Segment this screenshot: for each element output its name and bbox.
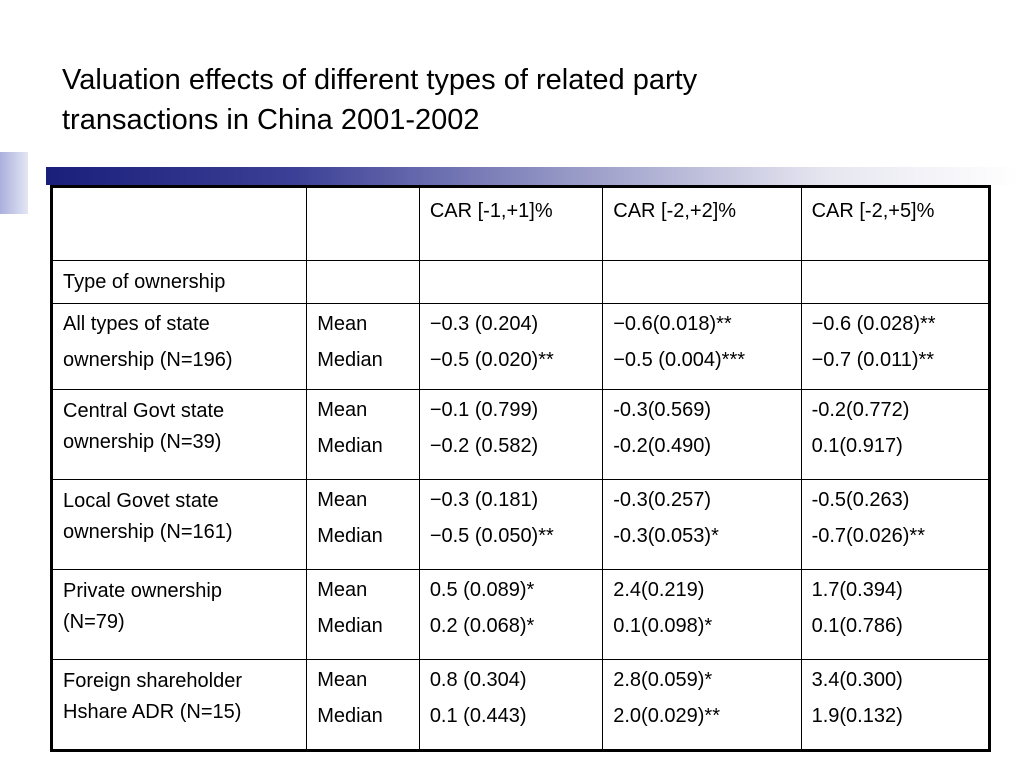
statistic-label: Mean Median <box>306 479 420 570</box>
car-2-5-cell-line: −0.6 (0.028)** <box>811 313 936 335</box>
statistic-label-line: Mean <box>317 489 368 511</box>
decorative-accent-block <box>0 152 28 214</box>
table-row: Private ownership (N=79) Mean Median 0.5 (0.… <box>50 569 991 660</box>
table-row: All types of state ownership (N=196) Mean M… <box>50 303 991 390</box>
ownership-label-line: Foreign shareholder <box>63 670 242 692</box>
car-2-2-cell-line: 2.4(0.219) <box>613 579 705 601</box>
table-section-row: Type of ownership <box>50 260 991 304</box>
ownership-label-line: Central Govt state <box>63 400 225 422</box>
car-2-2-cell: −0.6(0.018)** −0.5 (0.004)*** <box>602 303 802 390</box>
car-2-2-cell-line: -0.2(0.490) <box>613 435 712 457</box>
car-2-5-cell-line: 1.9(0.132) <box>811 705 903 727</box>
car-2-5-cell-line: -0.2(0.772) <box>811 399 910 421</box>
car-2-5-cell-line: 0.1(0.917) <box>811 435 903 457</box>
empty-cell <box>306 260 420 304</box>
car-1-1-cell: −0.1 (0.799) −0.2 (0.582) <box>418 389 604 480</box>
car-2-2-cell-line: 2.0(0.029)** <box>613 705 720 727</box>
statistic-label: Mean Median <box>306 389 420 480</box>
car-2-5-cell-line: -0.7(0.026)** <box>811 525 925 547</box>
header-cell-car-2-5: CAR [-2,+5]% <box>800 186 991 261</box>
car-1-1-cell: −0.3 (0.204) −0.5 (0.020)** <box>418 303 604 390</box>
car-2-2-cell: 2.8(0.059)* 2.0(0.029)** <box>602 659 802 751</box>
car-1-1-cell-line: −0.3 (0.204) <box>429 313 539 335</box>
car-2-2-cell-line: 0.1(0.098)* <box>613 615 713 637</box>
statistic-label-line: Median <box>317 615 383 637</box>
ownership-label-line: ownership (N=39) <box>63 431 222 453</box>
empty-cell <box>602 260 802 304</box>
ownership-label-line: Hshare ADR (N=15) <box>63 701 242 723</box>
slide-title: Valuation effects of different types of … <box>62 60 962 140</box>
decorative-gradient-bar <box>46 167 1020 185</box>
section-label: Type of ownership <box>50 260 308 304</box>
car-1-1-cell-line: −0.5 (0.020)** <box>429 349 554 371</box>
car-1-1-cell: −0.3 (0.181) −0.5 (0.050)** <box>418 479 604 570</box>
statistic-label: Mean Median <box>306 659 420 751</box>
table-row: Foreign shareholder Hshare ADR (N=15) Mean… <box>50 659 991 751</box>
statistic-label: Mean Median <box>306 569 420 660</box>
ownership-label: Foreign shareholder Hshare ADR (N=15) <box>50 659 308 751</box>
car-1-1-cell-line: −0.1 (0.799) <box>429 399 539 421</box>
statistic-label-line: Mean <box>317 313 368 335</box>
ownership-label: Central Govt state ownership (N=39) <box>50 389 308 480</box>
slide-title-line-2: transactions in China 2001-2002 <box>62 104 480 136</box>
car-2-2-cell: 2.4(0.219) 0.1(0.098)* <box>602 569 802 660</box>
empty-cell <box>418 260 604 304</box>
car-2-5-cell: -0.5(0.263) -0.7(0.026)** <box>800 479 991 570</box>
car-2-2-cell-line: -0.3(0.569) <box>613 399 712 421</box>
car-2-2-cell-line: 2.8(0.059)* <box>613 669 713 691</box>
car-2-5-cell-line: 1.7(0.394) <box>811 579 903 601</box>
ownership-label: Private ownership (N=79) <box>50 569 308 660</box>
car-1-1-cell-line: 0.1 (0.443) <box>429 705 527 727</box>
statistic-label-line: Median <box>317 435 383 457</box>
car-2-5-cell: 1.7(0.394) 0.1(0.786) <box>800 569 991 660</box>
header-cell-car-1-1: CAR [-1,+1]% <box>418 186 604 261</box>
statistic-label-line: Mean <box>317 579 368 601</box>
car-2-2-cell-line: -0.3(0.053)* <box>613 525 719 547</box>
car-2-5-cell-line: -0.5(0.263) <box>811 489 910 511</box>
car-2-2-cell-line: −0.6(0.018)** <box>613 313 732 335</box>
car-2-5-cell: −0.6 (0.028)** −0.7 (0.011)** <box>800 303 991 390</box>
car-1-1-cell-line: −0.2 (0.582) <box>429 435 539 457</box>
car-1-1-cell-line: −0.5 (0.050)** <box>429 525 554 547</box>
ownership-label-line: ownership (N=161) <box>63 521 233 543</box>
ownership-label: All types of state ownership (N=196) <box>50 303 308 390</box>
header-cell-ownership <box>50 186 308 261</box>
car-2-5-cell: -0.2(0.772) 0.1(0.917) <box>800 389 991 480</box>
header-cell-car-2-2: CAR [-2,+2]% <box>602 186 802 261</box>
statistic-label-line: Median <box>317 525 383 547</box>
statistic-label-line: Mean <box>317 669 368 691</box>
car-2-2-cell-line: −0.5 (0.004)*** <box>613 349 746 371</box>
header-cell-statistic <box>306 186 420 261</box>
table-row: Central Govt state ownership (N=39) Mean Me… <box>50 389 991 480</box>
car-1-1-cell: 0.5 (0.089)* 0.2 (0.068)* <box>418 569 604 660</box>
car-1-1-cell-line: −0.3 (0.181) <box>429 489 539 511</box>
car-1-1-cell: 0.8 (0.304) 0.1 (0.443) <box>418 659 604 751</box>
ownership-label: Local Govet state ownership (N=161) <box>50 479 308 570</box>
ownership-label-line: Local Govet state <box>63 490 219 512</box>
statistic-label: Mean Median <box>306 303 420 390</box>
ownership-label-line: All types of state <box>63 313 210 335</box>
car-2-2-cell: -0.3(0.257) -0.3(0.053)* <box>602 479 802 570</box>
ownership-label-line: Private ownership <box>63 580 222 602</box>
slide-title-line-1: Valuation effects of different types of … <box>62 64 698 96</box>
table-header-row: CAR [-1,+1]% CAR [-2,+2]% CAR [-2,+5]% <box>50 186 991 261</box>
car-1-1-cell-line: 0.2 (0.068)* <box>429 615 535 637</box>
car-2-5-cell-line: −0.7 (0.011)** <box>811 349 935 371</box>
car-2-5-cell: 3.4(0.300) 1.9(0.132) <box>800 659 991 751</box>
car-2-5-cell-line: 3.4(0.300) <box>811 669 903 691</box>
ownership-label-line: ownership (N=196) <box>63 349 233 371</box>
empty-cell <box>800 260 991 304</box>
car-1-1-cell-line: 0.5 (0.089)* <box>429 579 535 601</box>
results-table: CAR [-1,+1]% CAR [-2,+2]% CAR [-2,+5]% T… <box>50 185 991 752</box>
car-1-1-cell-line: 0.8 (0.304) <box>429 669 527 691</box>
ownership-label-line: (N=79) <box>63 611 125 633</box>
statistic-label-line: Median <box>317 349 383 371</box>
statistic-label-line: Mean <box>317 399 368 421</box>
car-2-5-cell-line: 0.1(0.786) <box>811 615 903 637</box>
car-2-2-cell: -0.3(0.569) -0.2(0.490) <box>602 389 802 480</box>
statistic-label-line: Median <box>317 705 383 727</box>
car-2-2-cell-line: -0.3(0.257) <box>613 489 712 511</box>
table-row: Local Govet state ownership (N=161) Mean Me… <box>50 479 991 570</box>
